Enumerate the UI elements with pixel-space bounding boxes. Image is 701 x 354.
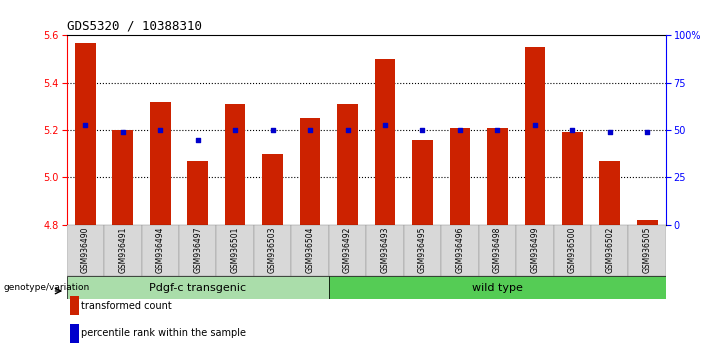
Text: GSM936505: GSM936505 — [643, 226, 652, 273]
Text: GSM936492: GSM936492 — [343, 226, 352, 273]
Text: Pdgf-c transgenic: Pdgf-c transgenic — [149, 282, 246, 293]
Bar — [142, 225, 179, 276]
Bar — [441, 225, 479, 276]
Point — [155, 127, 166, 133]
Bar — [112, 130, 133, 225]
Bar — [217, 225, 254, 276]
Point — [267, 127, 278, 133]
Bar — [375, 59, 395, 225]
Bar — [524, 47, 545, 225]
Bar — [292, 225, 329, 276]
Bar — [179, 225, 217, 276]
Text: GSM936504: GSM936504 — [306, 226, 315, 273]
Bar — [254, 225, 292, 276]
Text: GSM936495: GSM936495 — [418, 226, 427, 273]
Bar — [329, 276, 666, 299]
Bar — [67, 276, 329, 299]
Bar — [187, 161, 208, 225]
Point — [604, 130, 615, 135]
Bar — [516, 225, 554, 276]
Bar — [75, 42, 95, 225]
Bar — [591, 225, 629, 276]
Bar — [225, 104, 245, 225]
Bar — [449, 128, 470, 225]
Bar — [366, 225, 404, 276]
Bar — [404, 225, 441, 276]
Point — [80, 122, 91, 128]
Text: GSM936498: GSM936498 — [493, 226, 502, 273]
Bar — [262, 154, 283, 225]
Point — [566, 127, 578, 133]
Bar — [104, 225, 142, 276]
Text: GSM936493: GSM936493 — [381, 226, 390, 273]
Bar — [412, 139, 433, 225]
Bar — [479, 225, 516, 276]
Bar — [629, 225, 666, 276]
Point — [492, 127, 503, 133]
Text: GSM936494: GSM936494 — [156, 226, 165, 273]
Point — [417, 127, 428, 133]
Point — [641, 130, 653, 135]
Bar — [554, 225, 591, 276]
Text: GSM936501: GSM936501 — [231, 226, 240, 273]
Text: GSM936500: GSM936500 — [568, 226, 577, 273]
Bar — [300, 118, 320, 225]
Text: GSM936503: GSM936503 — [268, 226, 277, 273]
Text: genotype/variation: genotype/variation — [4, 283, 90, 292]
Text: GSM936496: GSM936496 — [456, 226, 465, 273]
Text: GSM936499: GSM936499 — [531, 226, 539, 273]
Bar — [329, 225, 366, 276]
Text: percentile rank within the sample: percentile rank within the sample — [81, 329, 246, 338]
Bar — [337, 104, 358, 225]
Point — [304, 127, 315, 133]
Point — [454, 127, 465, 133]
Point — [192, 137, 203, 142]
Bar — [67, 225, 104, 276]
Text: wild type: wild type — [472, 282, 523, 293]
Point — [342, 127, 353, 133]
Text: GSM936490: GSM936490 — [81, 226, 90, 273]
Point — [229, 127, 240, 133]
Bar — [150, 102, 170, 225]
Bar — [637, 220, 658, 225]
Text: transformed count: transformed count — [81, 301, 172, 310]
Point — [379, 122, 390, 128]
Point — [529, 122, 540, 128]
Text: GDS5320 / 10388310: GDS5320 / 10388310 — [67, 20, 202, 33]
Bar — [562, 132, 583, 225]
Bar — [487, 128, 508, 225]
Text: GSM936502: GSM936502 — [605, 226, 614, 273]
Point — [117, 130, 128, 135]
Text: GSM936497: GSM936497 — [193, 226, 202, 273]
Bar — [599, 161, 620, 225]
Text: GSM936491: GSM936491 — [118, 226, 128, 273]
